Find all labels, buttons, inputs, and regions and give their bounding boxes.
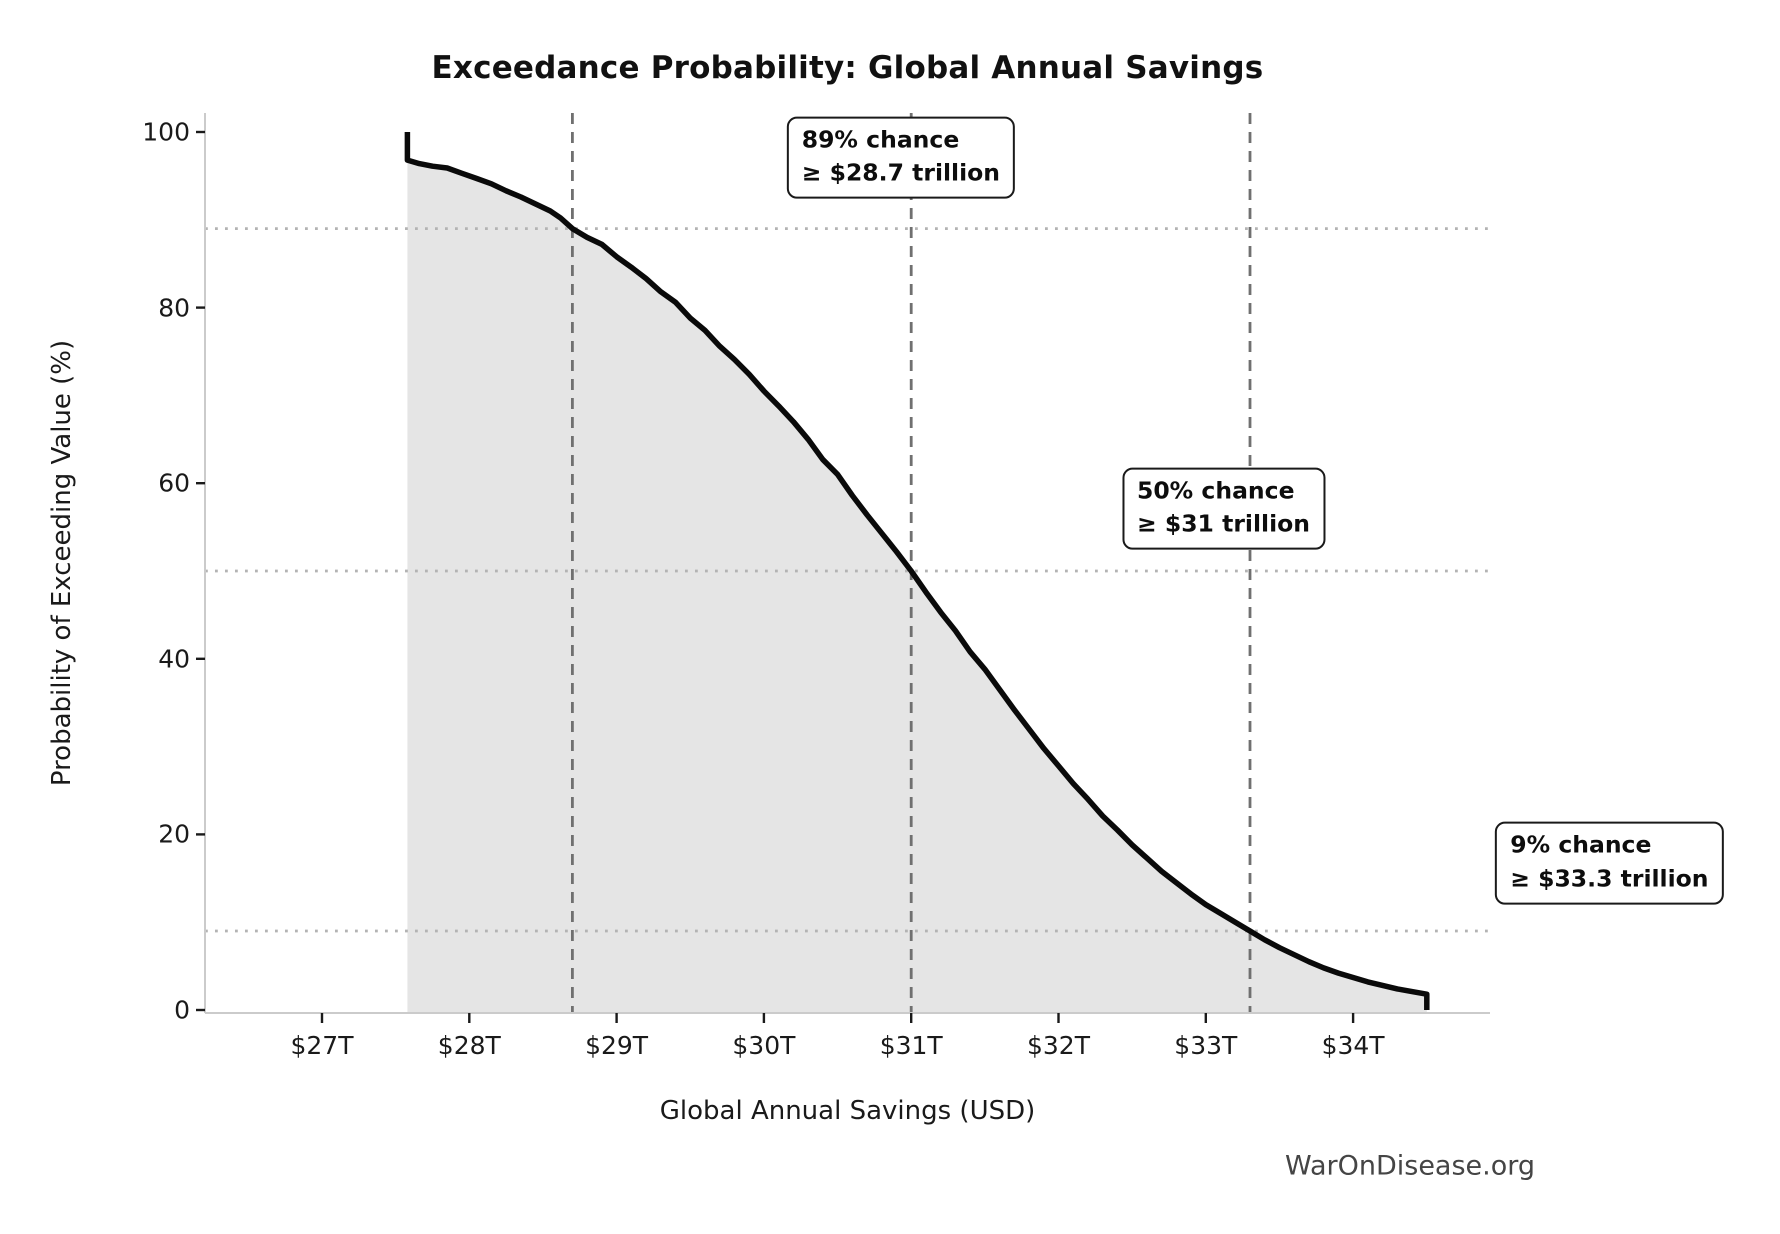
annotation-line: 9% chance [1510,831,1652,860]
y-tick-label-40: 40 [158,644,190,674]
annotation-50-percent: 50% chance ≥ $31 trillion [1121,467,1326,551]
exceedance-curve [404,132,1430,1010]
chart-title: Exceedance Probability: Global Annual Sa… [431,50,1264,86]
y-tick-label-100: 100 [142,117,190,147]
x-tick-label-$33T: $33T [1174,1031,1238,1060]
y-tick-label-20: 20 [158,819,190,849]
annotation-89-percent: 89% chance ≥ $28.7 trillion [786,116,1016,199]
watermark-text: WarOnDisease.org [1284,1150,1536,1182]
x-tick-label-$27T: $27T [290,1031,354,1060]
y-axis-label: Probability of Exceeding Value (%) [47,339,77,787]
area-fill [407,132,1427,1012]
x-axis-label: Global Annual Savings (USD) [659,1096,1036,1126]
x-tick-label-$32T: $32T [1027,1031,1090,1060]
annotation-line: 89% chance [801,125,960,154]
y-tick-label-80: 80 [158,293,190,323]
x-tick-label-$29T: $29T [585,1031,649,1060]
x-tick-label-$28T: $28T [437,1031,501,1060]
annotation-9-percent: 9% chance ≥ $33.3 trillion [1495,822,1724,905]
annotation-line: ≥ $33.3 trillion [1510,864,1709,893]
x-tick-label-$30T: $30T [732,1031,796,1060]
annotation-line: ≥ $31 trillion [1136,509,1311,538]
y-tick-label-60: 60 [158,468,190,498]
x-tick-label-$34T: $34T [1321,1031,1385,1060]
x-tick-label-$31T: $31T [879,1031,943,1060]
annotation-line: ≥ $28.7 trillion [801,158,1001,187]
annotation-line: 50% chance [1136,476,1295,505]
y-tick-label-0: 0 [174,995,190,1025]
